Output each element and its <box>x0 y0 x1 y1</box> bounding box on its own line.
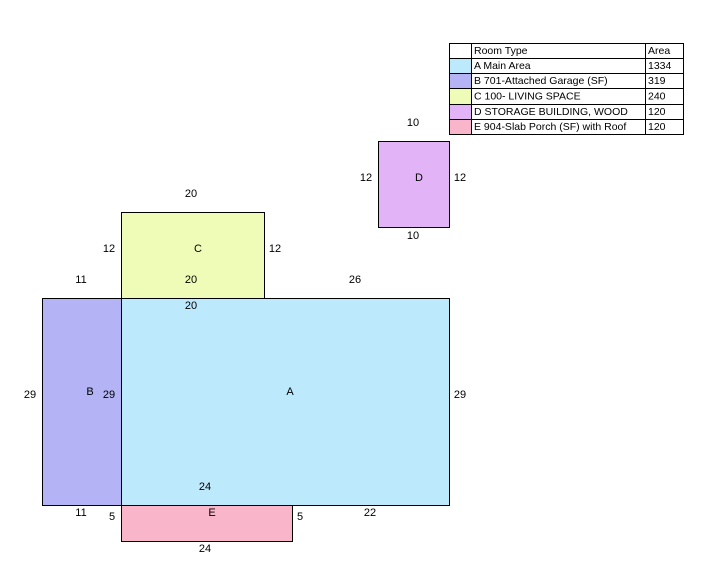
dimension: 12 <box>103 243 115 255</box>
room-e <box>121 505 293 542</box>
dimension: 20 <box>185 188 197 200</box>
legend-area: 120 <box>648 121 666 133</box>
dimension: 5 <box>109 511 115 523</box>
legend: Room Type Area A Main Area 1334 B 701-At… <box>449 43 684 135</box>
dimension: 29 <box>24 389 36 401</box>
legend-name: D STORAGE BUILDING, WOOD <box>474 106 628 118</box>
dimension: 20 <box>185 300 197 312</box>
dimension: 10 <box>407 230 419 242</box>
legend-area: 240 <box>648 90 666 102</box>
legend-swatch <box>449 104 472 120</box>
room-label: C <box>194 243 202 255</box>
room-label: B <box>86 386 93 398</box>
dimension: 29 <box>103 389 115 401</box>
dimension: 20 <box>185 274 197 286</box>
legend-swatch <box>449 119 472 135</box>
legend-area: 1334 <box>648 60 672 72</box>
legend-area: 319 <box>648 75 666 87</box>
room-label: D <box>415 172 423 184</box>
legend-name: A Main Area <box>474 60 531 72</box>
room-label: A <box>286 386 294 398</box>
dimension: 22 <box>364 507 376 519</box>
legend-name: C 100- LIVING SPACE <box>474 90 581 102</box>
dimension: 24 <box>199 543 211 555</box>
dimension: 5 <box>297 511 303 523</box>
legend-name: E 904-Slab Porch (SF) with Roof <box>474 121 626 133</box>
room-b <box>42 298 122 506</box>
legend-header: Room Type <box>474 45 528 57</box>
room-a <box>121 298 450 506</box>
dimension: 24 <box>199 481 211 493</box>
legend-swatch <box>449 43 472 59</box>
legend-header: Area <box>648 45 670 57</box>
dimension: 11 <box>75 507 86 519</box>
legend-swatch <box>449 88 472 105</box>
dimension: 29 <box>454 389 466 401</box>
dimension: 12 <box>360 172 372 184</box>
room-c <box>121 212 265 299</box>
dimension: 12 <box>454 172 466 184</box>
room-label: E <box>208 507 215 519</box>
dimension: 10 <box>407 117 419 129</box>
room-d <box>378 141 450 228</box>
legend-swatch <box>449 58 472 74</box>
legend-swatch <box>449 73 472 89</box>
dimension: 26 <box>349 274 361 286</box>
legend-area: 120 <box>648 106 666 118</box>
legend-name: B 701-Attached Garage (SF) <box>474 75 608 87</box>
dimension: 12 <box>269 243 281 255</box>
dimension: 11 <box>75 274 86 286</box>
